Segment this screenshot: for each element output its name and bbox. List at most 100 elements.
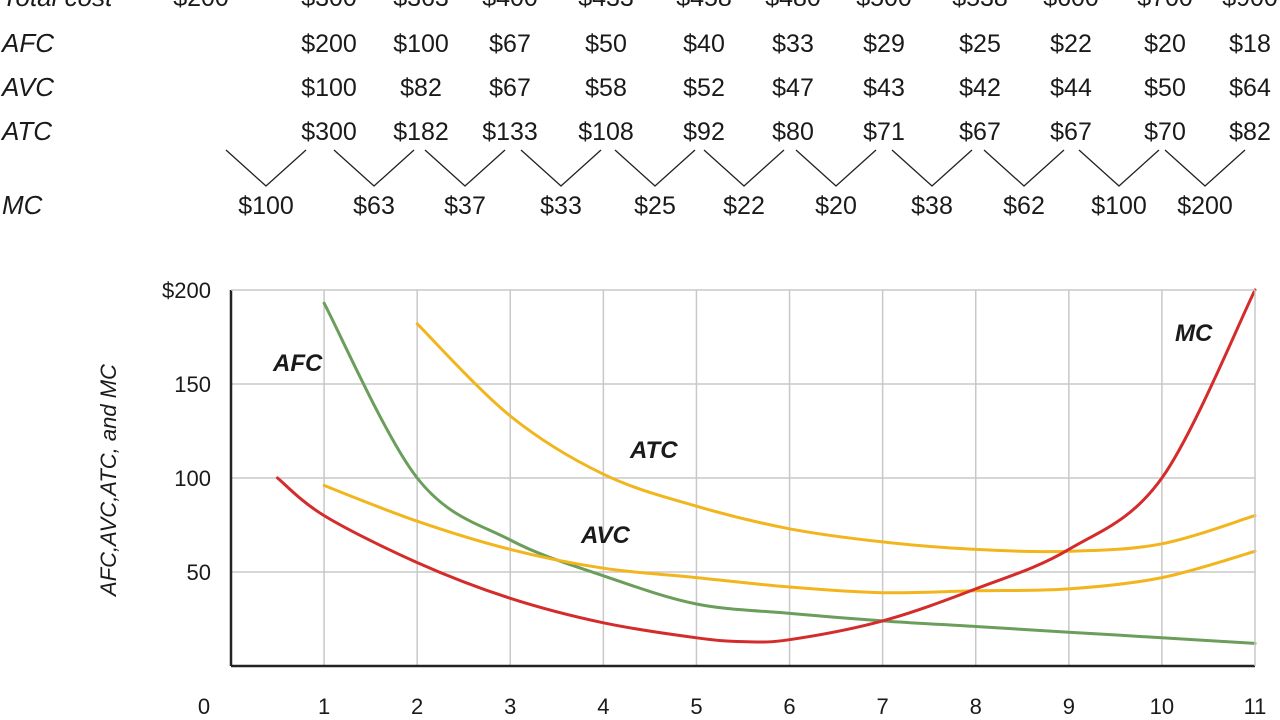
table-cell: $458	[676, 0, 732, 12]
mc-curve	[276, 288, 1257, 644]
curve-labels: AFC ATC AVC MC	[272, 320, 1213, 549]
curves	[276, 288, 1257, 645]
x-tick-label: 10	[1150, 694, 1174, 719]
mc-connector	[614, 149, 696, 187]
table-cell: $64	[1229, 74, 1271, 102]
curve-label-atc: ATC	[629, 437, 678, 464]
table-cell: $18	[1229, 30, 1271, 58]
curve-label-mc: MC	[1175, 320, 1213, 347]
table-cell: $100	[393, 30, 449, 58]
table-cell: $67	[489, 74, 531, 102]
mc-connector	[424, 149, 506, 187]
mc-connector	[703, 149, 785, 187]
table-cell: $58	[585, 74, 627, 102]
table-cell: $600	[1043, 0, 1099, 12]
table-cell: $300	[301, 118, 357, 146]
y-tick-label: 100	[174, 466, 211, 491]
mc-cell: $37	[444, 192, 486, 220]
x-tick-label: 8	[970, 694, 982, 719]
mc-cell: $63	[353, 192, 395, 220]
x-tick-label: 3	[504, 694, 516, 719]
y-tick-label: 150	[174, 372, 211, 397]
axes	[229, 289, 1256, 668]
table-cell: $20	[1144, 30, 1186, 58]
y-tick-label: 50	[187, 560, 211, 585]
mc-cell: $100	[238, 192, 294, 220]
mc-connector	[225, 149, 307, 187]
table-cell: $71	[863, 118, 905, 146]
x-tick-label: 2	[411, 694, 423, 719]
afc-curve	[322, 301, 1257, 645]
x-tick-label: 4	[597, 694, 609, 719]
table-cell: $44	[1050, 74, 1092, 102]
table-cell: $82	[400, 74, 442, 102]
table-cell: $200	[301, 30, 357, 58]
grid	[231, 290, 1255, 666]
x-tick-label: 11	[1244, 694, 1267, 719]
curve-label-avc: AVC	[580, 522, 631, 549]
table-cell: $363	[393, 0, 449, 12]
table-cell: $100	[301, 74, 357, 102]
mc-connector	[520, 149, 602, 187]
cost-chart: 0 1 2 3 4 5 6 7 8 9 10 11 50 100 150 $200 AFC ATC AVC MC A…	[96, 278, 1266, 719]
mc-cell: $100	[1091, 192, 1147, 220]
table-cell: $700	[1137, 0, 1193, 12]
mc-connector	[891, 149, 973, 187]
table-row-label: AVC	[0, 72, 54, 102]
atc-curve	[415, 322, 1257, 554]
mc-cell: $25	[634, 192, 676, 220]
table-cell: $900	[1222, 0, 1278, 12]
cost-table: Total cost $200 $300 $363 $400 $433 $458 $480 $5…	[0, 0, 1278, 220]
mc-cell: $20	[815, 192, 857, 220]
mc-cell: $62	[1003, 192, 1045, 220]
mc-cell: $200	[1177, 192, 1233, 220]
y-axis-title: AFC,AVC,ATC, and MC	[96, 364, 121, 598]
table-cell: $50	[585, 30, 627, 58]
table-cell: $33	[772, 30, 814, 58]
mc-connector	[795, 149, 877, 187]
mc-cell: $38	[911, 192, 953, 220]
table-row-label: ATC	[0, 116, 52, 146]
table-cell: $182	[393, 118, 449, 146]
table-cell: $25	[959, 30, 1001, 58]
table-cell: $500	[856, 0, 912, 12]
table-cell: $92	[683, 118, 725, 146]
avc-curve	[322, 484, 1257, 595]
table-cell: $50	[1144, 74, 1186, 102]
y-tick-label: $200	[162, 278, 211, 303]
table-cell: $480	[765, 0, 821, 12]
table-cell: $133	[482, 118, 538, 146]
x-tick-label: 7	[877, 694, 889, 719]
table-cell: $538	[952, 0, 1008, 12]
x-tick-label: 5	[690, 694, 702, 719]
mc-cell: $33	[540, 192, 582, 220]
mc-connector	[333, 149, 415, 187]
table-cell: $80	[772, 118, 814, 146]
mc-connector	[983, 149, 1065, 187]
table-cell: $433	[578, 0, 634, 12]
mc-row-label: MC	[2, 190, 43, 220]
x-tick-label: 6	[783, 694, 795, 719]
table-cell: $200	[173, 0, 229, 12]
table-cell: $52	[683, 74, 725, 102]
table-cell: $47	[772, 74, 814, 102]
mc-connector	[1078, 149, 1160, 187]
table-cell: $40	[683, 30, 725, 58]
x-tick-label: 9	[1063, 694, 1075, 719]
table-row-label: AFC	[0, 28, 54, 58]
table-cell: $70	[1144, 118, 1186, 146]
table-cell: $108	[578, 118, 634, 146]
table-cell: $43	[863, 74, 905, 102]
mc-connector	[1164, 149, 1246, 187]
table-cell: $42	[959, 74, 1001, 102]
x-tick-label: 1	[318, 694, 330, 719]
table-cell: $67	[1050, 118, 1092, 146]
table-row-label: Total cost	[2, 0, 114, 12]
table-cell: $82	[1229, 118, 1271, 146]
table-cell: $22	[1050, 30, 1092, 58]
tick-labels: 0 1 2 3 4 5 6 7 8 9 10 11 50 100 150 $200	[162, 278, 1266, 719]
mc-cell: $22	[723, 192, 765, 220]
table-cell: $67	[959, 118, 1001, 146]
table-cell: $300	[301, 0, 357, 12]
